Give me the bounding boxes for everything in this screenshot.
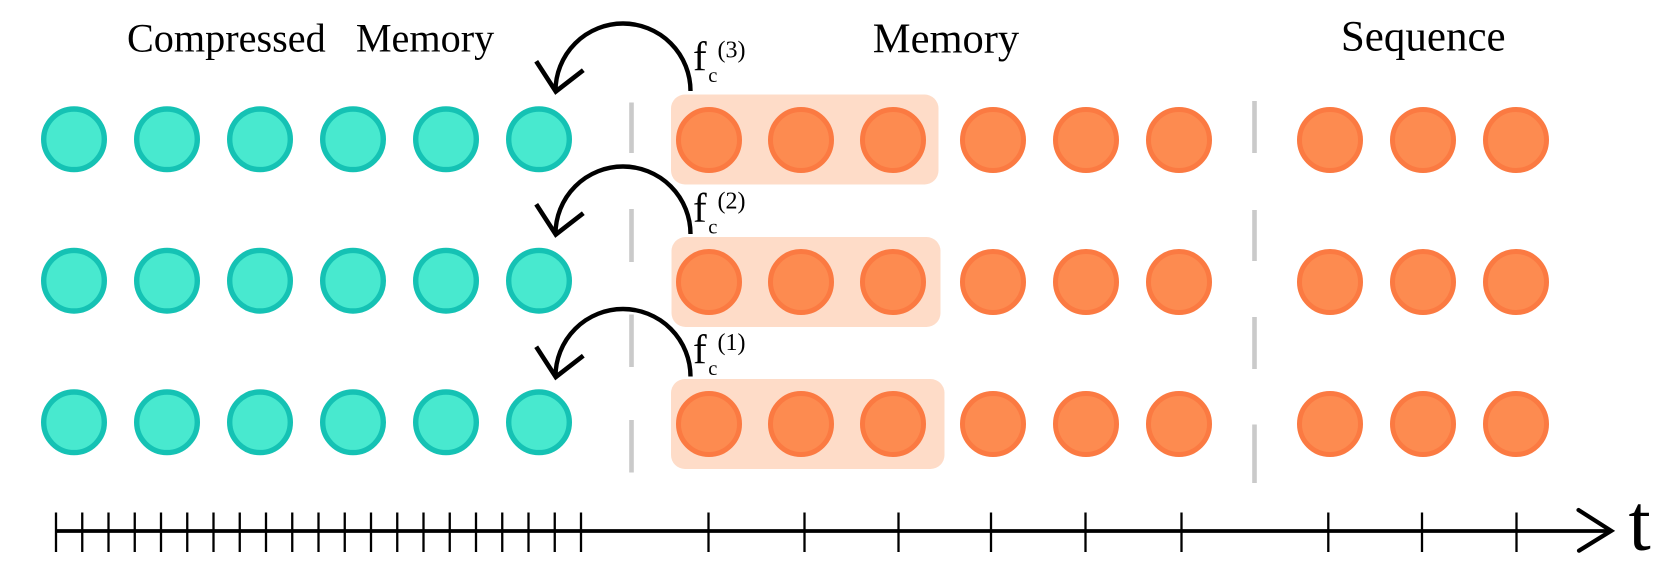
svg-text:Compressed Memory: Compressed Memory xyxy=(127,15,494,60)
svg-text:(1): (1) xyxy=(718,330,746,356)
svg-text:Sequence: Sequence xyxy=(1341,13,1506,60)
svg-text:c: c xyxy=(708,216,717,238)
svg-text:(3): (3) xyxy=(718,37,746,63)
svg-text:Memory: Memory xyxy=(873,16,1020,63)
svg-text:t: t xyxy=(1629,479,1651,567)
svg-text:f: f xyxy=(693,185,707,231)
svg-text:f: f xyxy=(693,327,707,373)
svg-text:c: c xyxy=(708,65,717,87)
svg-text:c: c xyxy=(708,358,717,380)
svg-text:(2): (2) xyxy=(718,189,746,215)
svg-text:f: f xyxy=(693,34,707,80)
